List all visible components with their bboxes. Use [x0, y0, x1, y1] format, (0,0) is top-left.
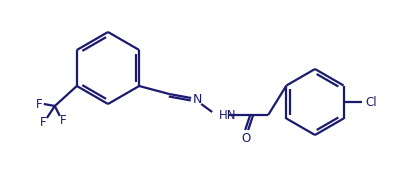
Text: HN: HN — [219, 108, 236, 122]
Text: F: F — [35, 97, 42, 110]
Text: O: O — [241, 132, 251, 145]
Text: F: F — [40, 115, 46, 129]
Text: Cl: Cl — [365, 95, 377, 108]
Text: N: N — [192, 92, 202, 105]
Text: F: F — [59, 114, 66, 127]
